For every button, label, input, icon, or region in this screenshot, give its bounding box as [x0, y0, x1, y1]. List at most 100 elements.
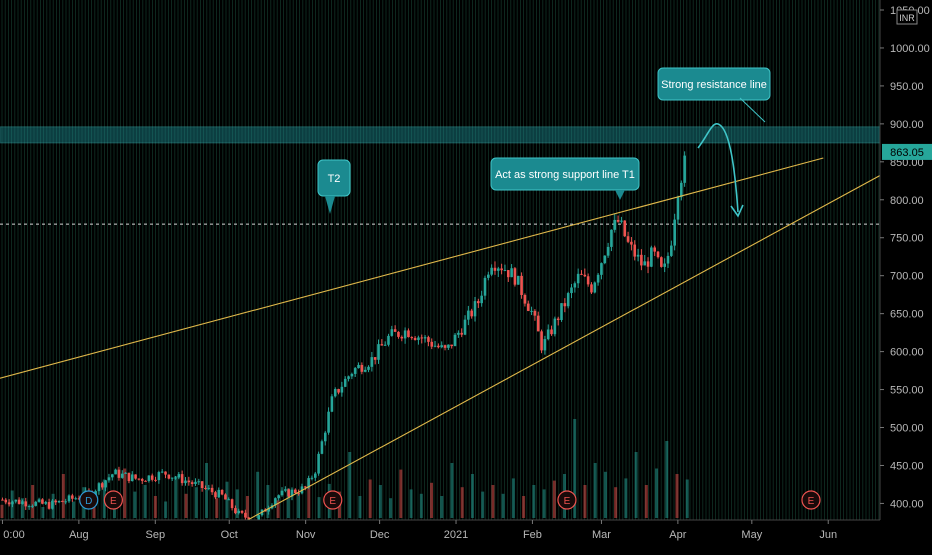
candle-body [370, 357, 374, 367]
candle-body [237, 510, 241, 514]
candle-body [130, 474, 134, 482]
candle-body [613, 219, 617, 230]
candle-body [470, 310, 473, 317]
candle-body [47, 502, 51, 509]
earnings-marker[interactable] [103, 490, 123, 510]
projection-arrow[interactable] [697, 123, 739, 213]
volume-bar [31, 485, 35, 518]
candle-body [197, 481, 201, 483]
candle-body [323, 432, 327, 442]
support-t1-callout-pointer [615, 190, 625, 200]
earnings-marker[interactable] [557, 490, 577, 510]
candle-body [313, 473, 317, 478]
candle-body [417, 337, 420, 341]
strong-resistance-callout-box[interactable] [657, 67, 771, 101]
candle-body [167, 474, 171, 479]
candle-body [387, 335, 390, 345]
candle-body [663, 263, 666, 267]
time-tick-label: Aug [69, 529, 89, 541]
candle-body [590, 284, 593, 293]
candle-body [77, 498, 81, 500]
candle-body [1, 499, 4, 501]
candle-body [593, 282, 597, 293]
candle-body [580, 273, 583, 275]
candle-body [630, 241, 633, 245]
volume-bar [470, 474, 474, 518]
last-price-badge[interactable] [882, 143, 932, 160]
volume-bar [256, 471, 260, 518]
candle-body [214, 492, 217, 498]
volume-bar [522, 496, 526, 518]
volume-bar [583, 485, 587, 518]
candle-body [413, 337, 417, 341]
candle-body [330, 396, 334, 412]
candle-body [473, 301, 477, 317]
candle-body [57, 500, 61, 503]
candle-body [127, 472, 131, 482]
volume-bar [614, 487, 618, 518]
candle-body [267, 508, 270, 512]
candle-body [440, 345, 444, 348]
candle-body [327, 411, 330, 433]
candle-body [240, 510, 244, 513]
candle-body [4, 499, 8, 503]
volume-bar [143, 485, 147, 518]
earnings-marker[interactable] [323, 490, 343, 510]
t2-callout-text: T2 [328, 173, 341, 185]
support-t1-callout-box[interactable] [490, 157, 640, 191]
candle-body [510, 268, 513, 278]
candle-body [467, 310, 470, 320]
candle-body [660, 257, 663, 267]
candle-body [680, 182, 683, 198]
candle-body [343, 378, 347, 387]
volume-bar [481, 491, 485, 518]
candle-body [550, 329, 553, 335]
volume-bar [245, 496, 249, 518]
candle-body [277, 495, 280, 499]
volume-bar [184, 493, 188, 518]
candle-body [656, 251, 660, 258]
candle-body [120, 473, 124, 478]
time-axis[interactable] [0, 520, 932, 550]
candle-body [377, 344, 380, 360]
resistance-zone[interactable] [0, 126, 881, 144]
candle-body [487, 274, 490, 278]
candle-body [433, 345, 437, 347]
candle-body [540, 331, 543, 351]
candle-body [620, 220, 623, 222]
candle-body [536, 315, 540, 332]
volume-bar [419, 493, 423, 518]
time-tick-label: Jun [819, 529, 837, 541]
candle-body [180, 474, 184, 484]
candle-body [420, 337, 424, 339]
volume-bar [123, 468, 127, 518]
candle-body [104, 480, 107, 488]
lower-trendline[interactable] [228, 175, 881, 531]
volume-bar [164, 501, 168, 518]
volume-bar [675, 474, 679, 518]
price-tick-label: 600.00 [890, 347, 924, 359]
currency-badge-text: INR [899, 13, 915, 23]
volume-bar [133, 491, 137, 518]
candle-body [533, 310, 537, 316]
dividend-marker[interactable] [79, 490, 99, 510]
volume-bar [317, 497, 321, 518]
price-axis[interactable] [880, 0, 932, 550]
candle-body [340, 386, 344, 393]
candle-body [297, 493, 300, 495]
candle-body [383, 344, 387, 346]
candle-body [400, 336, 404, 339]
candle-body [144, 480, 147, 482]
earnings-marker[interactable] [801, 490, 821, 510]
currency-badge[interactable] [896, 9, 918, 25]
candle-body [403, 330, 407, 339]
candle-body [31, 505, 34, 507]
upper-trendline[interactable] [0, 157, 824, 379]
candle-body [164, 471, 167, 475]
candle-body [307, 478, 310, 488]
candle-body [397, 331, 400, 337]
volume-bar [532, 485, 536, 518]
volume-bar [593, 463, 597, 518]
